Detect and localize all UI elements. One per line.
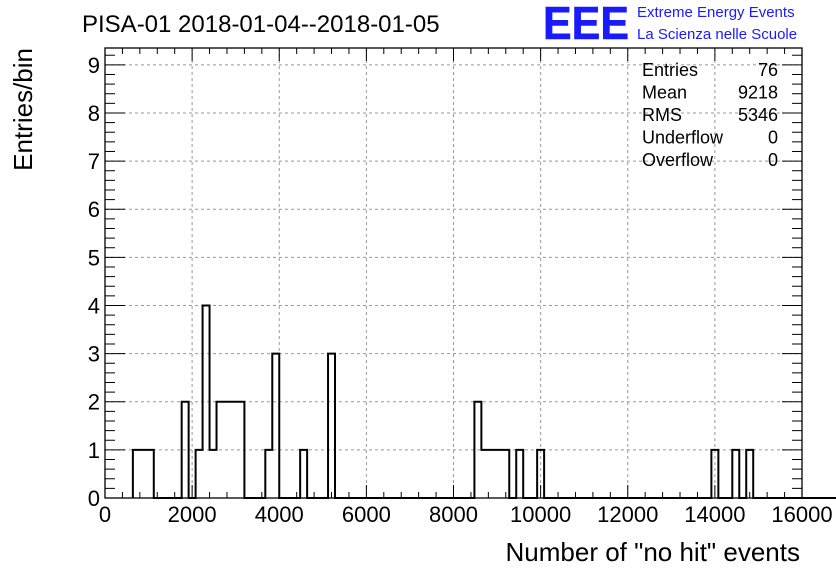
histogram-bin — [746, 450, 753, 498]
y-axis-label: Entries/bin — [8, 48, 38, 171]
x-tick-label: 12000 — [597, 502, 658, 527]
y-tick-label: 0 — [88, 486, 100, 511]
grid-lines — [105, 48, 802, 498]
y-tick-label: 5 — [88, 245, 100, 270]
stats-box: Entries 76 Mean 9218 RMS 5346 Underflow 0 Overfl… — [642, 60, 778, 170]
stats-label: Entries — [642, 60, 698, 80]
histogram-bin — [272, 354, 279, 498]
x-tick-labels: 0 2000 4000 6000 8000 10000 12000 14000 16000 — [99, 502, 833, 527]
y-tick-label: 2 — [88, 390, 100, 415]
histogram-bin — [300, 450, 307, 498]
histogram-bin — [328, 354, 335, 498]
chart-title: PISA-01 2018-01-04--2018-01-05 — [82, 11, 440, 38]
y-tick-label: 9 — [88, 53, 100, 78]
stats-value: 0 — [768, 150, 778, 170]
stats-label: Underflow — [642, 128, 724, 148]
histogram-bin — [196, 450, 203, 498]
stats-value: 0 — [768, 128, 778, 148]
histogram-bars — [131, 304, 836, 499]
histogram-bin — [488, 450, 495, 498]
stats-value: 76 — [758, 60, 778, 80]
axis-ticks — [104, 48, 803, 499]
eee-logo-mark: EEE — [543, 0, 629, 49]
histogram-bin — [481, 450, 488, 498]
histogram-bin — [147, 450, 154, 498]
x-tick-label: 2000 — [168, 502, 217, 527]
x-tick-label: 10000 — [510, 502, 571, 527]
x-tick-label: 8000 — [429, 502, 478, 527]
y-tick-label: 6 — [88, 197, 100, 222]
stats-label: Overflow — [642, 150, 714, 170]
y-tick-label: 3 — [88, 342, 100, 367]
stats-label: RMS — [642, 105, 682, 125]
logo-line-1: Extreme Energy Events — [637, 4, 795, 21]
histogram-bin — [502, 450, 509, 498]
stats-value: 9218 — [738, 83, 778, 103]
x-tick-label: 14000 — [684, 502, 745, 527]
x-tick-label: 16000 — [771, 502, 832, 527]
y-tick-labels: 0 1 2 3 4 5 6 7 8 9 — [88, 53, 100, 511]
x-tick-label: 4000 — [255, 502, 304, 527]
eee-logo: EEE Extreme Energy Events La Scienza nel… — [543, 0, 797, 49]
x-axis-label: Number of "no hit" events — [506, 537, 801, 567]
logo-line-2: La Scienza nelle Scuole — [637, 26, 797, 43]
x-tick-label: 6000 — [342, 502, 391, 527]
histogram-bin — [732, 450, 739, 498]
y-tick-label: 1 — [88, 438, 100, 463]
histogram-bin — [495, 450, 502, 498]
y-tick-label: 7 — [88, 149, 100, 174]
histogram-bin — [516, 450, 523, 498]
histogram-bin — [140, 450, 147, 498]
stats-value: 5346 — [738, 105, 778, 125]
histogram-bin — [133, 450, 140, 498]
stats-label: Mean — [642, 83, 687, 103]
histogram-outline — [131, 304, 836, 499]
histogram-bin — [265, 450, 272, 498]
y-tick-label: 8 — [88, 101, 100, 126]
histogram-bin — [210, 450, 217, 498]
y-tick-label: 4 — [88, 293, 100, 318]
x-tick-label: 0 — [99, 502, 111, 527]
